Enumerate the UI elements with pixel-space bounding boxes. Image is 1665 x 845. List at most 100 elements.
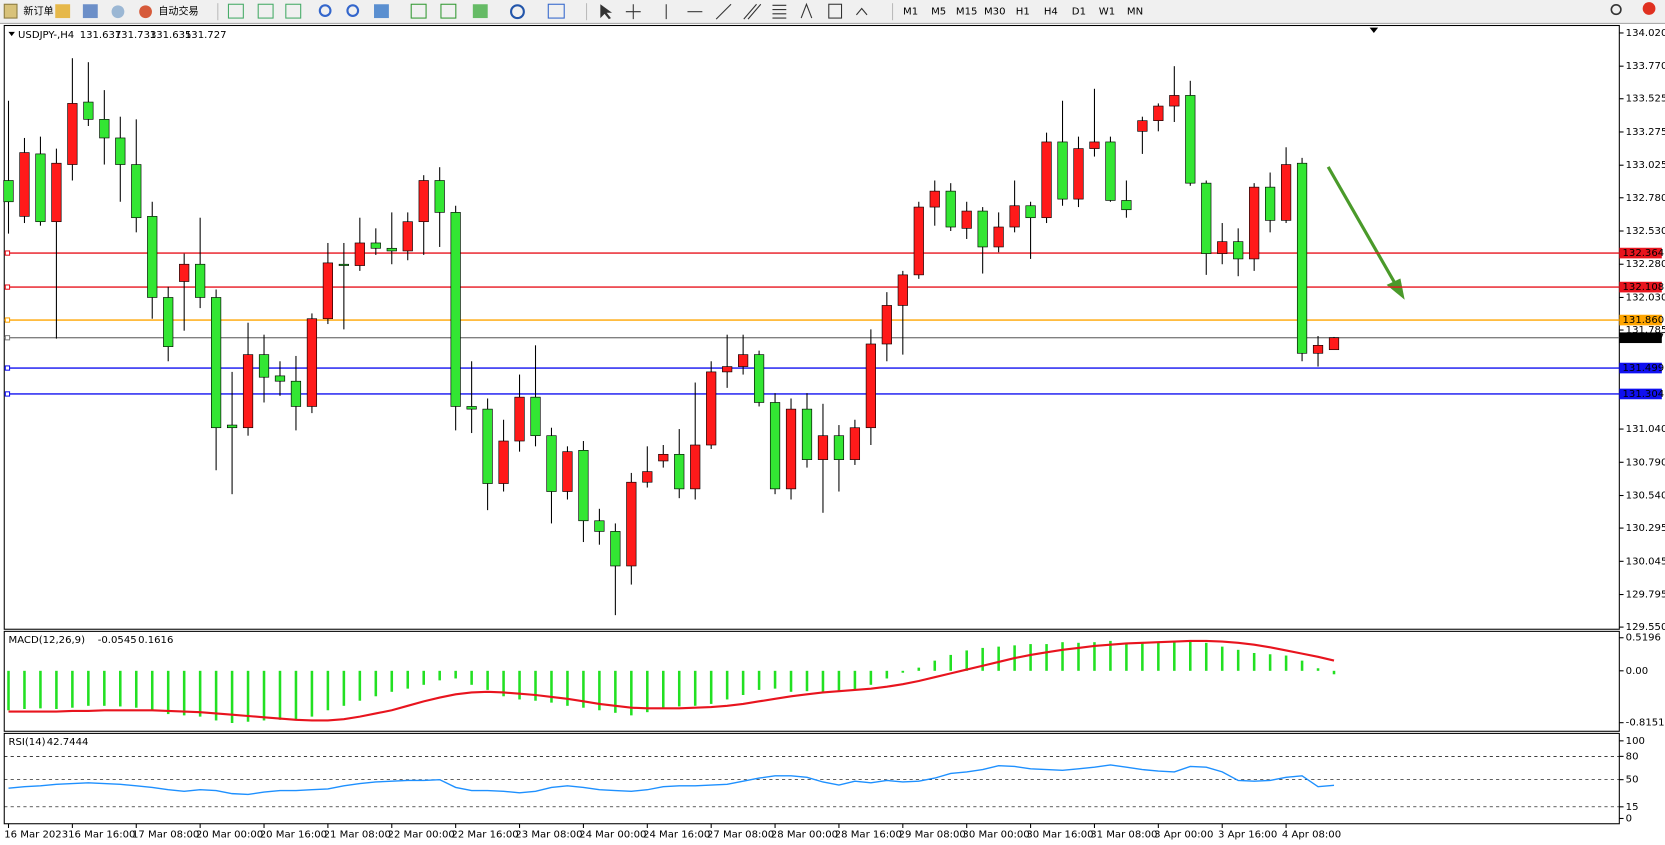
candle-body: [1041, 141, 1052, 219]
candle-body: [242, 354, 254, 429]
timeframe-button[interactable]: M30: [984, 7, 1006, 18]
indicator-value: 42.7444: [47, 737, 89, 748]
periods[interactable]: [510, 4, 525, 20]
crosshair-tool[interactable]: [625, 4, 641, 20]
cursor-tool[interactable]: [600, 4, 613, 20]
indicators[interactable]: [472, 4, 488, 19]
macd-bar: [358, 670, 362, 701]
candle-body: [929, 190, 940, 208]
candle-body: [674, 453, 685, 490]
label-tool[interactable]: [828, 3, 843, 19]
text-tool[interactable]: [800, 2, 813, 19]
timeframe-button[interactable]: M1: [903, 7, 918, 18]
macd-bar: [454, 670, 457, 679]
candle-body: [1296, 162, 1308, 354]
timeframe-button[interactable]: M5: [931, 7, 946, 18]
candle-body: [897, 274, 908, 306]
timeframe-button[interactable]: M15: [956, 7, 978, 18]
toolbar-icon[interactable]: [374, 4, 389, 19]
macd-bar: [869, 670, 873, 685]
candle-body: [833, 435, 845, 460]
price-level-tag: [1619, 388, 1662, 400]
toolbar-button[interactable]: 新订单: [23, 5, 53, 18]
candle-body: [258, 354, 270, 378]
x-tick-label: 21 Mar 08:00: [324, 829, 391, 840]
timeframe-button[interactable]: H1: [1016, 7, 1030, 18]
macd-bar: [1236, 649, 1240, 671]
timeframe-button[interactable]: MN: [1127, 7, 1143, 18]
arrows-tool[interactable]: [855, 7, 868, 16]
candle-body: [785, 408, 797, 490]
indicator-title: MACD(12,26,9): [9, 635, 86, 646]
macd-bar: [390, 670, 394, 692]
macd-bar: [1252, 652, 1256, 671]
macd-bar: [789, 670, 793, 692]
macd-bar: [470, 670, 473, 685]
toolbar-icon[interactable]: [55, 4, 71, 19]
macd-bar: [1189, 640, 1192, 671]
timeframe-button[interactable]: D1: [1072, 7, 1086, 18]
y-tick-label: -0.8151: [1626, 718, 1665, 729]
macd-bar: [1141, 643, 1144, 671]
search[interactable]: [1610, 3, 1622, 16]
y-tick-label: 100: [1626, 736, 1645, 747]
indicator-value: -0.0545: [98, 635, 137, 646]
toolbar-icon[interactable]: [82, 4, 98, 19]
y-tick-label: 133.770: [1626, 61, 1665, 72]
candle-body: [482, 408, 493, 484]
y-tick-label: 132.030: [1626, 292, 1665, 303]
chart-shift-marker: [1369, 27, 1379, 33]
candle-body: [1089, 141, 1100, 149]
toolbar-icon[interactable]: [257, 3, 274, 19]
price-level-handle: [4, 317, 11, 323]
toolbar-icon[interactable]: [440, 3, 457, 19]
macd-bar: [39, 670, 42, 709]
toolbar-button[interactable]: 自动交易: [158, 5, 198, 18]
candle-body: [1137, 120, 1148, 132]
y-tick-label: 133.275: [1626, 127, 1665, 138]
candle-body: [753, 354, 765, 403]
channel-tool[interactable]: [743, 3, 762, 20]
toolbar-icon[interactable]: [227, 3, 244, 19]
x-tick-label: 3 Apr 00:00: [1154, 829, 1213, 840]
candle-body: [1217, 241, 1228, 254]
toolbar-icon[interactable]: [111, 5, 125, 19]
toolbar-icon[interactable]: [285, 3, 302, 19]
candle-body: [147, 216, 158, 298]
notification-badge[interactable]: [1642, 2, 1656, 15]
fibo-tool[interactable]: [772, 4, 787, 19]
symbol-marker: [8, 31, 15, 37]
zoom-out[interactable]: [346, 4, 360, 18]
templates[interactable]: [547, 3, 565, 19]
candle-body: [370, 242, 381, 249]
y-tick-label: 133.525: [1626, 94, 1665, 105]
y-tick-label: 129.795: [1626, 590, 1665, 601]
candle-body: [466, 406, 477, 410]
zoom-in[interactable]: [318, 4, 332, 18]
candle-body: [1153, 105, 1164, 121]
macd-bar: [630, 670, 633, 716]
x-tick-label: 4 Apr 08:00: [1282, 829, 1341, 840]
annotation-arrow: [1326, 166, 1400, 290]
autotrade-icon[interactable]: [139, 5, 152, 19]
trendline-tool[interactable]: [715, 3, 732, 20]
macd-bar: [374, 670, 378, 697]
candle-body: [179, 263, 190, 282]
timeframe-button[interactable]: W1: [1099, 7, 1115, 18]
candle-body: [961, 210, 972, 229]
macd-bar: [182, 670, 186, 716]
new-order-icon[interactable]: [3, 3, 18, 19]
price-level-label: 132.364: [1622, 248, 1664, 259]
candle-body: [434, 180, 445, 213]
candle-body: [578, 450, 589, 522]
candle-body: [738, 354, 749, 367]
symbol-label: USDJPY-,H4: [18, 30, 74, 41]
macd-bar: [709, 670, 713, 704]
macd-bar: [901, 670, 905, 673]
timeframe-button[interactable]: H4: [1044, 7, 1058, 18]
macd-bar: [661, 670, 665, 709]
candle-body: [945, 190, 956, 228]
toolbar-icon[interactable]: [410, 3, 427, 19]
candle-body: [514, 396, 525, 442]
